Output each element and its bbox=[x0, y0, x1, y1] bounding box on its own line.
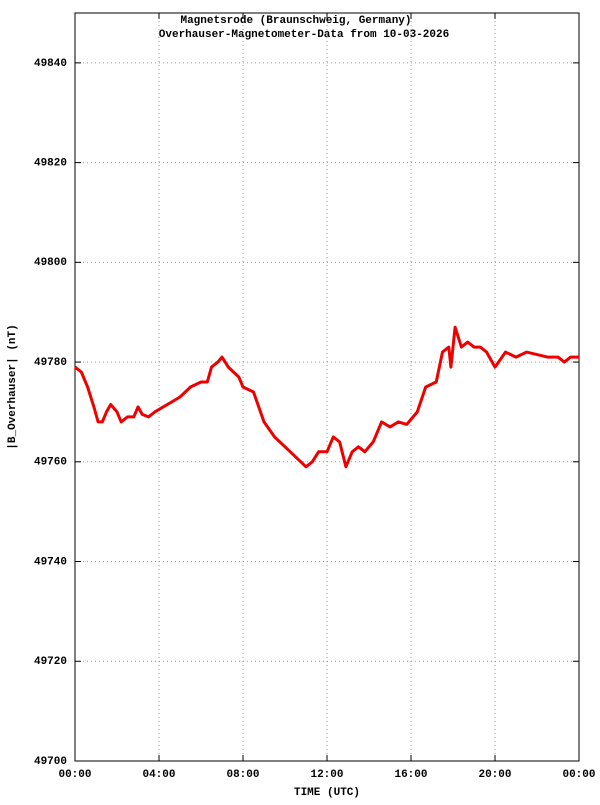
data-line bbox=[74, 325, 579, 469]
y-axis-label: |B_Overhauser| (nT) bbox=[7, 324, 19, 449]
x-tick-label: 08:00 bbox=[226, 769, 259, 781]
x-tick-label: 12:00 bbox=[310, 769, 343, 781]
x-tick-label: 00:00 bbox=[58, 769, 91, 781]
y-tick-label: 49720 bbox=[34, 656, 67, 668]
y-tick-label: 49700 bbox=[34, 756, 67, 768]
x-tick-label: 04:00 bbox=[142, 769, 175, 781]
x-tick-label: 00:00 bbox=[562, 769, 595, 781]
y-tick-label: 49800 bbox=[34, 257, 67, 269]
y-tick-label: 49780 bbox=[34, 357, 67, 369]
x-axis-label: TIME (UTC) bbox=[294, 787, 360, 799]
y-tick-label: 49740 bbox=[34, 556, 67, 568]
x-tick-label: 16:00 bbox=[394, 769, 427, 781]
y-tick-label: 49760 bbox=[34, 457, 67, 469]
chart-title: Magnetsrode (Braunschweig, Germany) bbox=[180, 15, 411, 27]
plot-frame bbox=[74, 12, 580, 762]
x-tick-label: 20:00 bbox=[478, 769, 511, 781]
chart-subtitle: Overhauser-Magnetometer-Data from 10-03-… bbox=[159, 29, 449, 41]
y-tick-label: 49840 bbox=[34, 58, 67, 70]
y-tick-label: 49820 bbox=[34, 158, 67, 170]
